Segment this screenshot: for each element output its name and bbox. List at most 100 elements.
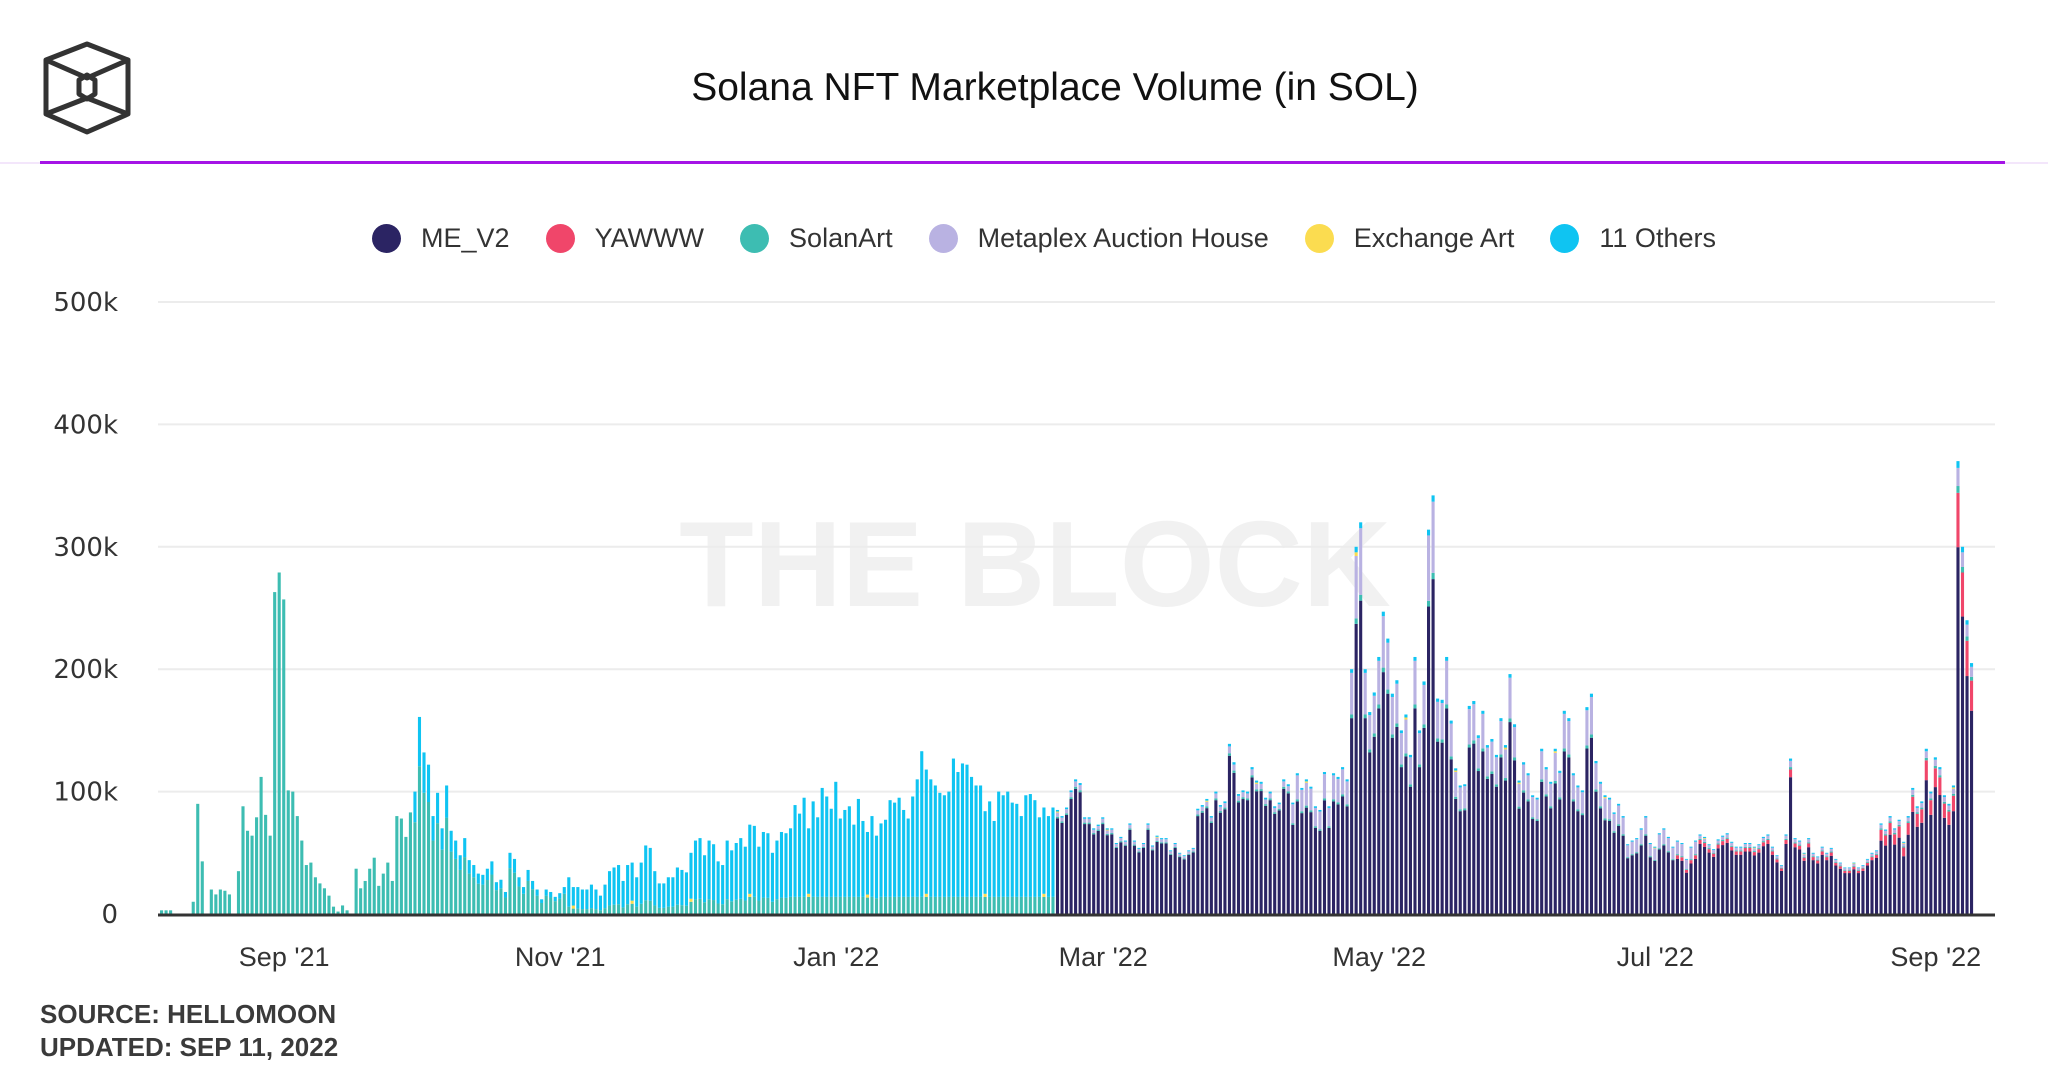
- bar-stack[interactable]: [1033, 800, 1037, 914]
- bar-stack[interactable]: [1490, 738, 1494, 914]
- bar-stack[interactable]: [1784, 834, 1788, 914]
- bar-stack[interactable]: [1893, 828, 1897, 914]
- bar-stack[interactable]: [1734, 846, 1738, 914]
- bar-stack[interactable]: [829, 808, 833, 914]
- bar-stack[interactable]: [716, 861, 720, 914]
- legend-item[interactable]: SolanArt: [740, 223, 893, 254]
- bar-stack[interactable]: [1843, 867, 1847, 914]
- bar-stack[interactable]: [1119, 836, 1123, 914]
- bar-stack[interactable]: [499, 879, 503, 914]
- bar-stack[interactable]: [431, 816, 435, 914]
- bar-stack[interactable]: [911, 796, 915, 915]
- bar-stack[interactable]: [585, 889, 589, 914]
- bar-stack[interactable]: [1888, 816, 1892, 914]
- bar-stack[interactable]: [1576, 785, 1580, 914]
- bar-stack[interactable]: [856, 798, 860, 914]
- bar-stack[interactable]: [341, 905, 345, 914]
- bar-stack[interactable]: [603, 884, 607, 914]
- bar-stack[interactable]: [730, 850, 734, 914]
- bar-stack[interactable]: [974, 785, 978, 914]
- bar-stack[interactable]: [381, 873, 385, 914]
- bar-stack[interactable]: [1752, 846, 1756, 914]
- bar-stack[interactable]: [1218, 805, 1222, 914]
- bar-stack[interactable]: [458, 855, 462, 914]
- bar-stack[interactable]: [1630, 840, 1634, 914]
- bar-stack[interactable]: [1422, 681, 1426, 914]
- bar-stack[interactable]: [1304, 779, 1308, 914]
- bar-stack[interactable]: [865, 831, 869, 914]
- bar-stack[interactable]: [277, 572, 281, 915]
- bar-stack[interactable]: [245, 830, 250, 914]
- bar-stack[interactable]: [508, 852, 512, 914]
- bar-stack[interactable]: [1635, 838, 1639, 914]
- bar-stack[interactable]: [404, 836, 408, 914]
- bar-stack[interactable]: [997, 791, 1001, 914]
- bar-stack[interactable]: [1834, 858, 1838, 914]
- bar-stack[interactable]: [200, 861, 204, 914]
- bar-stack[interactable]: [368, 868, 372, 914]
- bar-stack[interactable]: [295, 816, 299, 914]
- bar-stack[interactable]: [214, 894, 218, 914]
- bar-stack[interactable]: [1055, 809, 1060, 914]
- bar-stack[interactable]: [1141, 843, 1146, 914]
- bar-stack[interactable]: [503, 891, 507, 914]
- bar-stack[interactable]: [494, 882, 498, 914]
- legend-item[interactable]: YAWWW: [545, 223, 704, 254]
- bar-stack[interactable]: [1060, 816, 1064, 914]
- bar-stack[interactable]: [1318, 809, 1322, 914]
- bar-stack[interactable]: [526, 869, 530, 914]
- bar-stack[interactable]: [1042, 807, 1046, 914]
- bar-stack[interactable]: [612, 867, 616, 914]
- bar-stack[interactable]: [1046, 816, 1050, 914]
- bar-stack[interactable]: [359, 888, 363, 914]
- bar-stack[interactable]: [1712, 849, 1716, 914]
- bar-stack[interactable]: [1209, 816, 1213, 914]
- bar-stack[interactable]: [1246, 791, 1250, 914]
- bar-stack[interactable]: [1789, 758, 1793, 914]
- bar-stack[interactable]: [1146, 823, 1150, 914]
- bar-stack[interactable]: [1644, 816, 1648, 914]
- bar-stack[interactable]: [1865, 858, 1870, 914]
- bar-stack[interactable]: [721, 865, 725, 914]
- bar-stack[interactable]: [1639, 828, 1643, 914]
- bar-stack[interactable]: [1395, 680, 1399, 914]
- bar-stack[interactable]: [512, 858, 517, 914]
- bar-stack[interactable]: [775, 840, 779, 914]
- bar-stack[interactable]: [408, 812, 412, 914]
- legend-item[interactable]: Metaplex Auction House: [928, 223, 1269, 254]
- bar-stack[interactable]: [1313, 806, 1317, 914]
- bar-stack[interactable]: [1915, 806, 1919, 914]
- bar-stack[interactable]: [1879, 823, 1883, 914]
- bar-stack[interactable]: [1512, 724, 1517, 914]
- bar-stack[interactable]: [1807, 838, 1811, 914]
- bar-stack[interactable]: [1589, 693, 1593, 914]
- bar-stack[interactable]: [811, 801, 815, 914]
- bar-stack[interactable]: [1463, 784, 1467, 914]
- bar-stack[interactable]: [1612, 812, 1616, 914]
- bar-stack[interactable]: [1906, 816, 1910, 914]
- bar-stack[interactable]: [1748, 843, 1752, 914]
- bar-stack[interactable]: [571, 887, 575, 914]
- bar-stack[interactable]: [331, 906, 336, 914]
- bar-stack[interactable]: [1544, 767, 1548, 914]
- bar-stack[interactable]: [1300, 787, 1304, 914]
- bar-stack[interactable]: [920, 751, 924, 914]
- bar-stack[interactable]: [653, 871, 657, 914]
- bar-stack[interactable]: [893, 802, 897, 914]
- bar-stack[interactable]: [666, 877, 670, 914]
- bar-stack[interactable]: [639, 862, 643, 914]
- bar-stack[interactable]: [1309, 786, 1313, 914]
- bar-stack[interactable]: [1494, 754, 1498, 914]
- bar-stack[interactable]: [558, 893, 562, 914]
- bar-stack[interactable]: [264, 814, 268, 914]
- bar-stack[interactable]: [1350, 669, 1354, 914]
- bar-stack[interactable]: [1598, 781, 1603, 914]
- bar-stack[interactable]: [884, 819, 888, 914]
- bar-stack[interactable]: [671, 877, 675, 914]
- bar-stack[interactable]: [1010, 802, 1014, 914]
- bar-stack[interactable]: [223, 890, 227, 914]
- bar-stack[interactable]: [648, 847, 652, 914]
- bar-stack[interactable]: [1169, 850, 1173, 914]
- bar-stack[interactable]: [689, 852, 693, 914]
- bar-stack[interactable]: [1105, 828, 1109, 914]
